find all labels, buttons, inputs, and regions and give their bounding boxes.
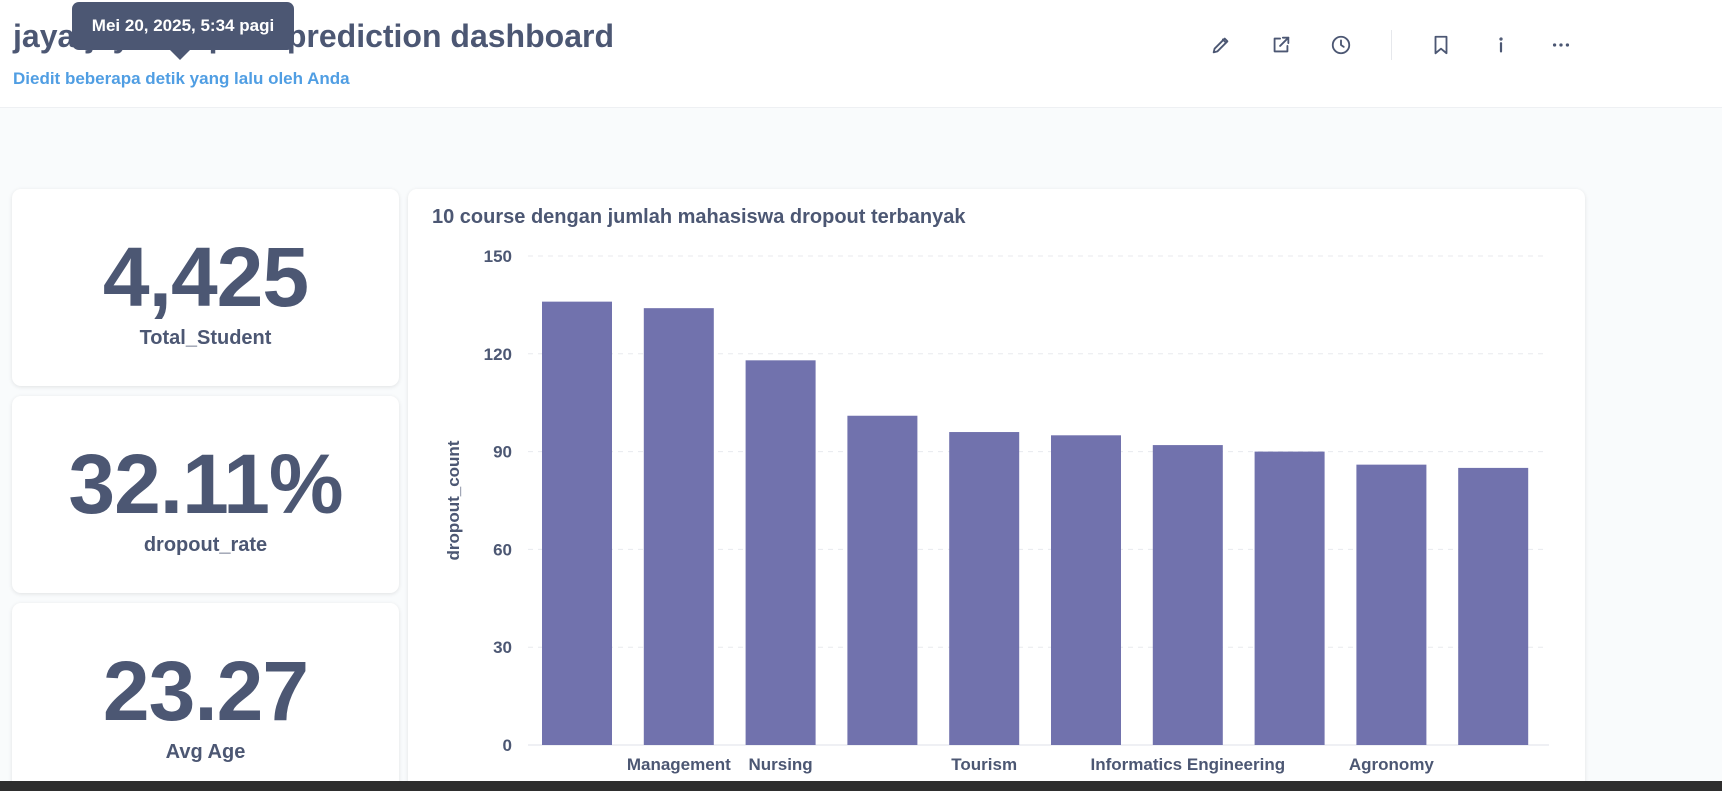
y-tick-label: 90 xyxy=(493,443,512,462)
bookmark-icon xyxy=(1434,35,1448,55)
history-button[interactable] xyxy=(1324,28,1358,62)
bar-chart: 0 30 60 90 120 150 dropout_count Management Nurs… xyxy=(444,247,1549,774)
share-button[interactable] xyxy=(1264,28,1298,62)
scalar-card-total-student[interactable]: 4,425 Total_Student xyxy=(12,189,399,386)
scalar-value: 32.11% xyxy=(68,437,343,531)
dropout-bar-chart-card[interactable]: 10 course dengan jumlah mahasiswa dropou… xyxy=(408,189,1585,791)
more-button[interactable] xyxy=(1544,28,1578,62)
bar[interactable] xyxy=(1152,445,1223,745)
bar[interactable] xyxy=(745,360,816,745)
scalar-value: 23.27 xyxy=(102,644,309,738)
scalar-label: Total_Student xyxy=(139,327,272,349)
y-tick-label: 60 xyxy=(493,540,512,559)
y-tick-label: 0 xyxy=(503,736,512,755)
share-icon xyxy=(1273,36,1290,53)
y-axis-label: dropout_count xyxy=(444,440,463,560)
bar[interactable] xyxy=(949,432,1020,745)
bookmark-button[interactable] xyxy=(1424,28,1458,62)
bar[interactable] xyxy=(643,308,714,745)
bar[interactable] xyxy=(1458,467,1529,745)
info-icon xyxy=(1499,37,1503,53)
bar[interactable] xyxy=(1051,435,1121,745)
more-icon xyxy=(1552,43,1570,47)
pencil-icon xyxy=(1212,37,1229,54)
y-tick-label: 150 xyxy=(484,247,512,266)
bar[interactable] xyxy=(847,415,918,745)
chart-title[interactable]: 10 course dengan jumlah mahasiswa dropou… xyxy=(432,206,966,228)
clock-icon xyxy=(1331,35,1351,55)
y-tick-label: 120 xyxy=(484,345,512,364)
scalar-label: dropout_rate xyxy=(143,534,268,556)
edited-timestamp-tooltip: Mei 20, 2025, 5:34 pagi xyxy=(72,2,294,60)
x-tick-label: Management xyxy=(627,755,731,774)
scalar-card-avg-age[interactable]: 23.27 Avg Age xyxy=(12,603,399,791)
x-tick-label: Agronomy xyxy=(1349,755,1435,774)
toolbar-divider xyxy=(1391,30,1392,60)
scalar-label: Avg Age xyxy=(165,741,246,763)
info-button[interactable] xyxy=(1484,28,1518,62)
bar[interactable] xyxy=(1254,451,1325,745)
last-edited-link[interactable]: Diedit beberapa detik yang lalu oleh And… xyxy=(13,69,350,88)
x-tick-label: Nursing xyxy=(748,755,812,774)
y-tick-label: 30 xyxy=(493,638,512,657)
bottom-bar xyxy=(0,781,1722,791)
bar[interactable] xyxy=(542,301,612,745)
x-tick-label: Informatics Engineering xyxy=(1091,755,1286,774)
bar[interactable] xyxy=(1356,464,1427,745)
scalar-value: 4,425 xyxy=(102,230,309,324)
scalar-card-dropout-rate[interactable]: 32.11% dropout_rate xyxy=(12,396,399,593)
x-tick-label: Tourism xyxy=(951,755,1017,774)
edit-button[interactable] xyxy=(1204,28,1238,62)
